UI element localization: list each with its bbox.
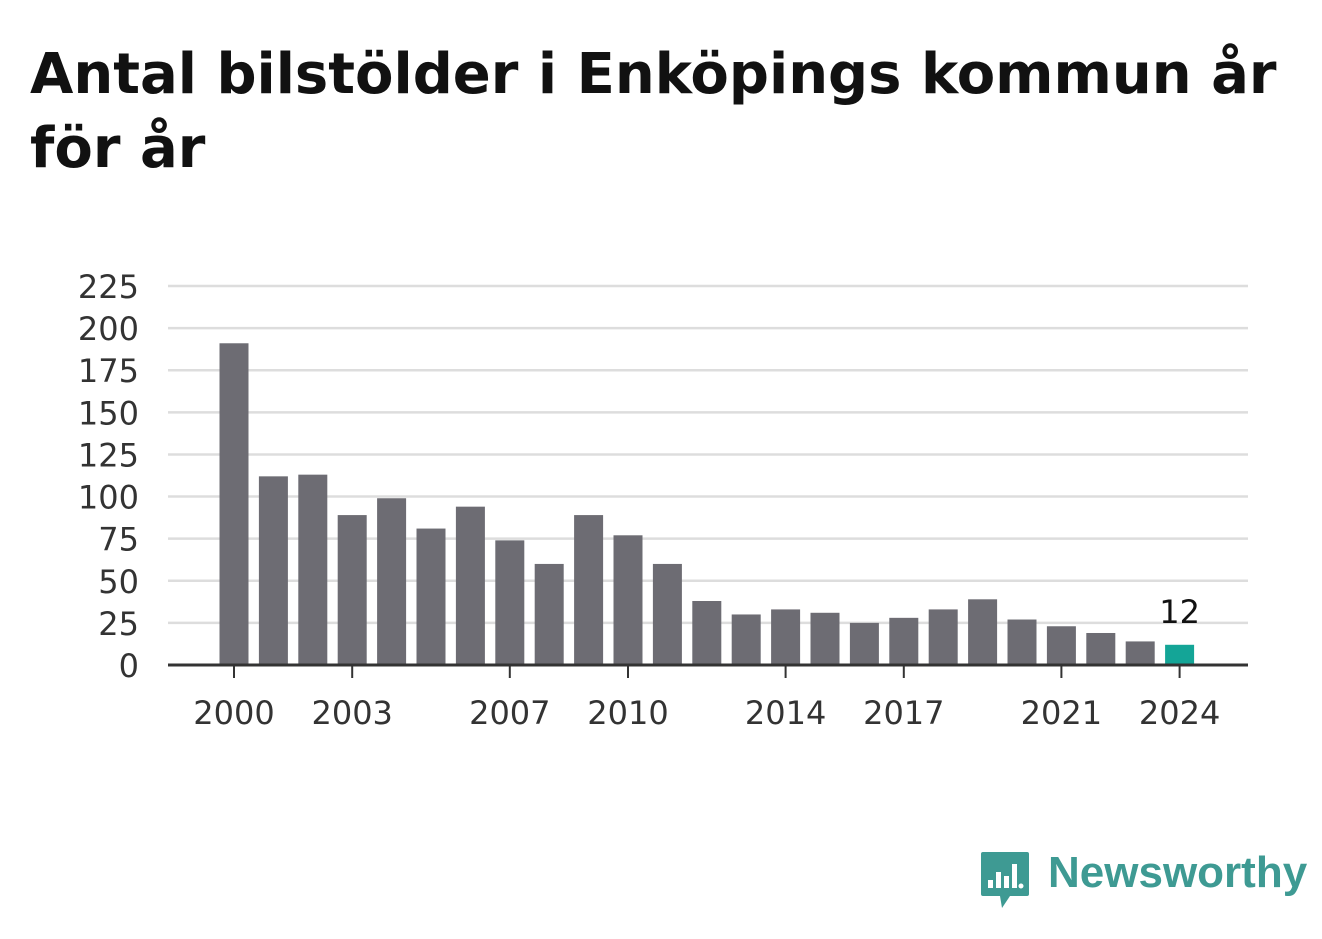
x-tick-label: 2021	[1021, 694, 1102, 732]
y-tick-label: 175	[78, 352, 139, 390]
bar-2024	[1165, 644, 1195, 665]
x-tick-label: 2017	[863, 694, 944, 732]
y-tick-label: 75	[98, 521, 139, 559]
bar-2014	[771, 609, 801, 665]
bar-2000	[219, 343, 249, 665]
logo-wordmark: Newsworthy	[1048, 848, 1308, 897]
y-tick-label: 25	[98, 605, 139, 643]
bar-2013	[731, 614, 761, 665]
bar-2009	[574, 515, 604, 665]
bar-2012	[692, 600, 722, 665]
bar-2003	[337, 515, 367, 665]
y-tick-label: 125	[78, 436, 139, 474]
data-label-2024: 12	[1159, 593, 1200, 631]
bar-2018	[928, 609, 958, 665]
bar-2019	[968, 599, 998, 665]
y-tick-label: 200	[78, 310, 139, 348]
annotations: 12	[1159, 593, 1200, 631]
bar-2016	[849, 622, 879, 665]
x-tick-label: 2000	[193, 694, 274, 732]
bar-2005	[416, 528, 446, 665]
x-axis-ticks: 2000 2003 2007 2010 2014 2017 2021 2024	[193, 665, 1220, 732]
bar-2017	[889, 617, 919, 665]
chart-title: Antal bilstölder i Enköpings kommun år f…	[30, 42, 1277, 181]
x-tick-label: 2007	[469, 694, 550, 732]
y-tick-label: 225	[78, 268, 139, 306]
bar-2011	[652, 563, 682, 665]
bar-2010	[613, 535, 643, 665]
bars	[219, 343, 1195, 665]
bar-2015	[810, 612, 840, 665]
bar-2007	[495, 540, 525, 665]
bar-2023	[1125, 641, 1155, 665]
grid-lines	[168, 284, 1248, 625]
x-tick-label: 2024	[1139, 694, 1220, 732]
bar-2006	[455, 506, 485, 665]
x-tick-label: 2014	[745, 694, 826, 732]
y-tick-label: 50	[98, 563, 139, 601]
y-tick-label: 150	[78, 394, 139, 432]
newsworthy-logo-icon	[981, 852, 1029, 908]
bar-2020	[1007, 619, 1037, 665]
bar-2008	[534, 563, 564, 665]
bar-2002	[298, 474, 328, 665]
x-tick-label: 2003	[311, 694, 392, 732]
bar-2021	[1046, 626, 1076, 665]
y-tick-label: 0	[119, 647, 139, 685]
y-tick-label: 100	[78, 479, 139, 517]
y-axis-labels: 0 25 50 75 100 125 150 175 200 225	[78, 268, 139, 685]
x-tick-label: 2010	[587, 694, 668, 732]
bar-2001	[258, 476, 288, 665]
bar-2022	[1086, 632, 1116, 665]
bar-2004	[377, 498, 407, 665]
